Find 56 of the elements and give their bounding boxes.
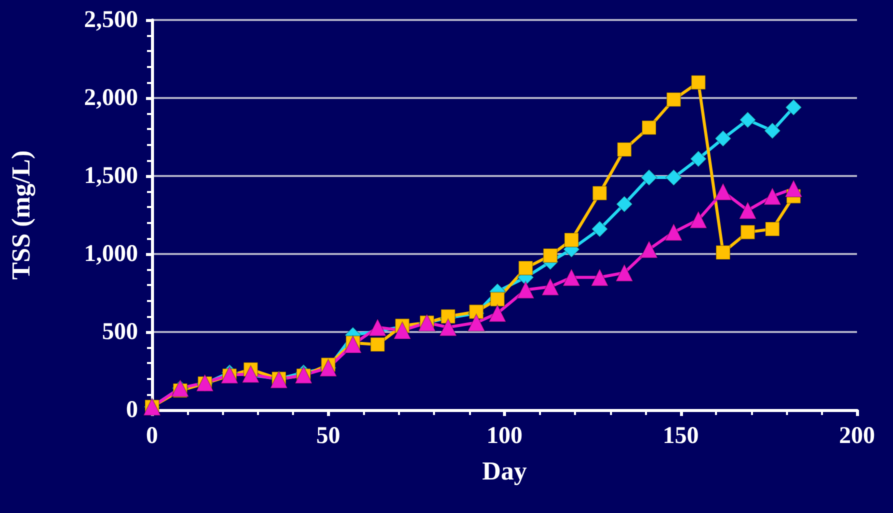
point: [716, 244, 731, 260]
point: [564, 232, 579, 248]
point: [738, 201, 757, 220]
point: [640, 169, 658, 186]
point: [615, 264, 634, 282]
point: [591, 220, 608, 238]
point: [468, 304, 484, 320]
y-tick-label: 2,000: [84, 85, 138, 111]
point: [370, 336, 386, 352]
point: [467, 314, 486, 332]
point: [439, 318, 458, 336]
x-axis-title: Day: [482, 456, 527, 486]
point: [440, 308, 456, 324]
point: [666, 92, 682, 108]
point: [690, 150, 707, 168]
point: [344, 335, 362, 354]
point: [785, 98, 802, 116]
x-tick-label: 100: [486, 423, 522, 449]
y-tick-label: 500: [102, 319, 138, 345]
point: [516, 280, 535, 299]
point: [488, 304, 506, 322]
y-tick-label: 2,500: [84, 7, 138, 33]
point: [562, 268, 580, 286]
point: [764, 222, 780, 237]
point: [664, 223, 683, 242]
point: [690, 74, 706, 90]
y-tick-label: 1,500: [84, 163, 138, 189]
x-tick-label: 200: [839, 423, 875, 449]
point: [714, 182, 732, 201]
point: [592, 186, 608, 201]
x-tick-label: 150: [662, 423, 699, 449]
y-tick-label: 0: [126, 397, 138, 423]
point: [490, 292, 505, 307]
x-tick-label: 50: [316, 423, 340, 449]
point: [689, 210, 708, 229]
point: [764, 122, 781, 140]
point: [739, 111, 756, 128]
point: [590, 268, 609, 286]
point: [542, 248, 558, 264]
point: [640, 240, 658, 258]
point: [616, 142, 632, 157]
y-tick-label: 1,000: [84, 241, 138, 267]
point: [616, 196, 633, 213]
point: [541, 278, 560, 296]
point: [665, 169, 682, 186]
point: [763, 187, 782, 206]
point: [518, 260, 534, 276]
x-tick-label: 0: [146, 423, 158, 449]
point: [368, 318, 387, 336]
point: [642, 120, 657, 136]
point: [740, 224, 756, 240]
point: [714, 130, 732, 148]
point: [393, 321, 412, 340]
point: [784, 179, 803, 198]
point: [242, 365, 260, 384]
y-axis-title: TSS (mg/L): [6, 150, 36, 280]
